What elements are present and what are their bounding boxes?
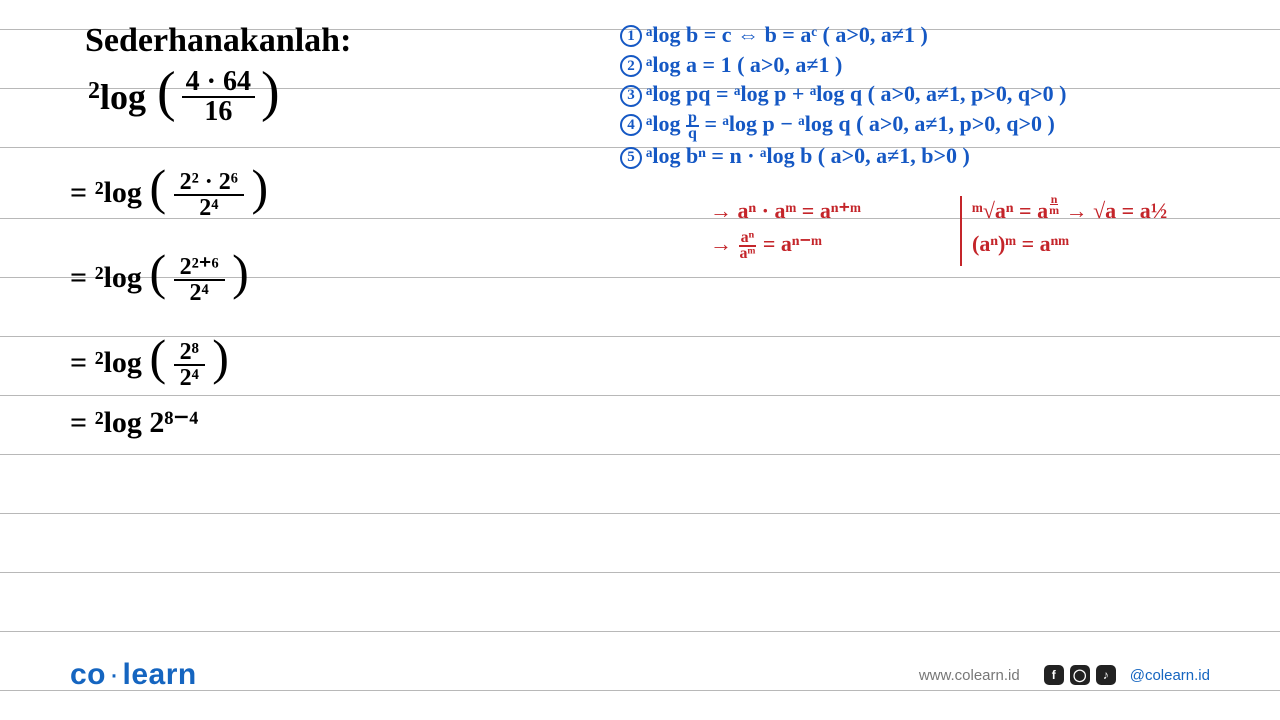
circle-3-icon: 3 (620, 85, 642, 107)
rule-2: 2ᵃlog a = 1 ( a>0, a≠1 ) (620, 50, 1066, 80)
tiktok-icon: ♪ (1096, 665, 1116, 685)
work-step-4: = ²log 2⁸⁻⁴ (70, 408, 198, 438)
paren-close: ) (212, 329, 229, 385)
step3-den: 2⁴ (174, 366, 205, 390)
footer-url: www.colearn.id (919, 667, 1020, 684)
social-handle: @colearn.id (1130, 667, 1210, 684)
paren-open: ( (149, 244, 166, 300)
brand-dot: · (109, 658, 120, 691)
rule-4-frac: pq (686, 111, 699, 142)
exp3-post: → √a = a½ (1060, 198, 1167, 223)
step2-frac: 2²⁺⁶ 2⁴ (174, 255, 225, 305)
circle-4-icon: 4 (620, 114, 642, 136)
log-op: log (100, 76, 146, 118)
paren-open: ( (157, 73, 176, 112)
exponent-rules-left: → aⁿ · aᵐ = aⁿ⁺ᵐ → aⁿaᵐ = aⁿ⁻ᵐ (710, 194, 861, 261)
step3-prefix: = ²log (70, 346, 142, 379)
step2-prefix: = ²log (70, 261, 142, 294)
exp-rule-3: ᵐ√aⁿ = anm → √a = a½ (972, 194, 1167, 227)
exp-rule-1: → aⁿ · aᵐ = aⁿ⁺ᵐ (710, 194, 861, 227)
rule-3-text: ᵃlog pq = ᵃlog p + ᵃlog q ( a>0, a≠1, p>… (646, 81, 1066, 106)
exp-rule-4: (aⁿ)ᵐ = aⁿᵐ (972, 227, 1167, 260)
rule-4: 4ᵃlog pq = ᵃlog p − ᵃlog q ( a>0, a≠1, p… (620, 109, 1066, 141)
brand-learn: learn (123, 658, 197, 691)
problem-expression: 2log ( 4 · 64 16 ) (88, 68, 282, 126)
brand-logo: co·learn (70, 658, 197, 692)
problem-fraction: 4 · 64 16 (182, 68, 255, 126)
page-title: Sederhanakanlah: (85, 22, 351, 60)
step1-den: 2⁴ (193, 196, 224, 220)
rule-5: 5ᵃlog bⁿ = n · ᵃlog b ( a>0, a≠1, b>0 ) (620, 141, 1066, 171)
footer-right: www.colearn.id f ◯ ♪ @colearn.id (919, 665, 1210, 685)
paren-close: ) (252, 159, 269, 215)
step3-frac: 2⁸ 2⁴ (174, 340, 205, 390)
step3-num: 2⁸ (174, 340, 205, 366)
frac-den: 16 (200, 98, 236, 126)
facebook-icon: f (1044, 665, 1064, 685)
rule-5-text: ᵃlog bⁿ = n · ᵃlog b ( a>0, a≠1, b>0 ) (646, 143, 970, 168)
paren-open: ( (149, 329, 166, 385)
circle-5-icon: 5 (620, 147, 642, 169)
step2-num: 2²⁺⁶ (174, 255, 225, 281)
circle-2-icon: 2 (620, 55, 642, 77)
frac-num: 4 · 64 (182, 68, 255, 98)
exp3-frac: nm (1048, 194, 1060, 215)
rule-4-post: = ᵃlog p − ᵃlog q ( a>0, a≠1, p>0, q>0 ) (699, 111, 1055, 136)
exp2-post: = aⁿ⁻ᵐ (757, 231, 822, 256)
footer: co·learn www.colearn.id f ◯ ♪ @colearn.i… (0, 658, 1280, 692)
work-step-2: = ²log ( 2²⁺⁶ 2⁴ ) (70, 245, 249, 305)
work-step-3: = ²log ( 2⁸ 2⁴ ) (70, 330, 229, 390)
divider-line (960, 196, 962, 266)
rule-2-text: ᵃlog a = 1 ( a>0, a≠1 ) (646, 52, 842, 77)
work-step-1: = ²log ( 2² · 2⁶ 2⁴ ) (70, 160, 268, 220)
step1-prefix: = ²log (70, 176, 142, 209)
step1-num: 2² · 2⁶ (174, 170, 244, 196)
log-base: 2 (88, 78, 100, 105)
exp2-pre: → (710, 231, 738, 256)
step2-den: 2⁴ (184, 281, 215, 305)
log-rules: 1ᵃlog b = c ⇔ b = aᶜ ( a>0, a≠1 ) 2ᵃlog … (620, 20, 1066, 171)
step1-frac: 2² · 2⁶ 2⁴ (174, 170, 244, 220)
rule-4-pre: ᵃlog (646, 111, 686, 136)
step4-text: = ²log 2⁸⁻⁴ (70, 406, 198, 439)
brand-co: co (70, 658, 106, 691)
paren-open: ( (149, 159, 166, 215)
rule-1-text: ᵃlog b = c ⇔ b = aᶜ ( a>0, a≠1 ) (646, 22, 928, 47)
exp2-frac: aⁿaᵐ (738, 231, 758, 262)
social-icons: f ◯ ♪ (1044, 665, 1116, 685)
exponent-rules-right: ᵐ√aⁿ = anm → √a = a½ (aⁿ)ᵐ = aⁿᵐ (972, 194, 1167, 260)
rule-1: 1ᵃlog b = c ⇔ b = aᶜ ( a>0, a≠1 ) (620, 20, 1066, 50)
circle-1-icon: 1 (620, 25, 642, 47)
instagram-icon: ◯ (1070, 665, 1090, 685)
exp-rule-2: → aⁿaᵐ = aⁿ⁻ᵐ (710, 227, 861, 261)
rule-3: 3ᵃlog pq = ᵃlog p + ᵃlog q ( a>0, a≠1, p… (620, 79, 1066, 109)
paren-close: ) (261, 73, 280, 112)
paren-close: ) (232, 244, 249, 300)
exp3-pre: ᵐ√aⁿ = a (972, 198, 1048, 223)
